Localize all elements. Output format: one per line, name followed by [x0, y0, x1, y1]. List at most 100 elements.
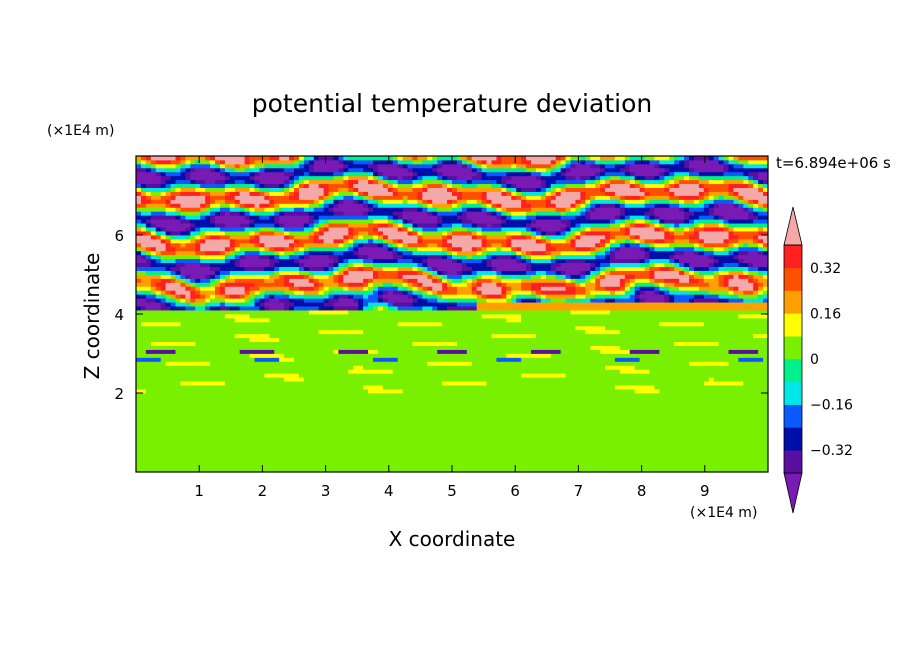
- field-cell: [664, 238, 675, 244]
- field-cell: [249, 290, 255, 295]
- field-cell: [136, 424, 768, 429]
- field-cell: [412, 294, 418, 299]
- field-cell: [565, 187, 601, 192]
- field-cell: [145, 159, 152, 165]
- colorbar-band: [784, 267, 802, 291]
- field-cell: [600, 163, 606, 169]
- field-cell: [323, 290, 329, 295]
- field-cell: [545, 195, 552, 200]
- field-cell: [215, 219, 250, 224]
- colorbar-over-arrow: [783, 206, 803, 246]
- field-cell: [654, 262, 665, 267]
- field-cell: [629, 183, 636, 188]
- field-cell: [269, 215, 275, 220]
- field-cell: [437, 278, 443, 283]
- field-cell: [516, 191, 522, 196]
- field-cell: [239, 207, 246, 212]
- field-cell: [155, 246, 167, 252]
- field-cell: [402, 215, 438, 220]
- field-cell: [279, 258, 295, 264]
- field-cell: [407, 294, 413, 299]
- field-cell: [664, 278, 680, 283]
- field-cell: [377, 274, 399, 279]
- field-cell: [239, 349, 275, 354]
- field-cell: [318, 223, 325, 228]
- field-cell: [753, 235, 759, 240]
- field-cell: [481, 231, 507, 236]
- field-cell: [496, 266, 527, 271]
- field-cell: [496, 215, 502, 220]
- field-cell: [476, 183, 492, 188]
- field-cell: [323, 219, 329, 224]
- field-cell: [170, 294, 176, 299]
- field-cell: [501, 175, 512, 181]
- field-cell: [373, 282, 384, 287]
- field-cell: [382, 298, 389, 303]
- field-cell: [136, 254, 142, 260]
- field-cell: [703, 207, 710, 212]
- field-cell: [590, 345, 621, 350]
- field-cell: [565, 156, 571, 161]
- field-cell: [501, 274, 512, 279]
- field-cell: [387, 219, 394, 224]
- field-cell: [550, 353, 768, 358]
- field-cell: [244, 156, 250, 161]
- field-cell: [708, 191, 729, 196]
- field-cell: [481, 159, 487, 165]
- field-cell: [427, 258, 453, 264]
- field-cell: [407, 163, 433, 169]
- field-cell: [308, 183, 320, 188]
- field-cell: [358, 302, 364, 307]
- field-cell: [323, 191, 329, 196]
- field-cell: [461, 262, 468, 267]
- field-cell: [368, 163, 379, 169]
- field-cell: [373, 203, 379, 208]
- field-cell: [437, 223, 443, 228]
- field-cell: [580, 207, 586, 212]
- field-cell: [269, 258, 280, 264]
- field-cell: [595, 250, 601, 256]
- field-cell: [274, 262, 300, 267]
- field-cell: [442, 215, 458, 220]
- field-cell: [560, 231, 566, 236]
- field-cell: [185, 242, 196, 248]
- field-cell: [654, 242, 670, 248]
- field-cell: [723, 262, 739, 267]
- field-cell: [412, 262, 418, 267]
- field-cell: [748, 270, 759, 275]
- field-cell: [165, 242, 171, 248]
- field-cell: [708, 254, 715, 260]
- field-cell: [308, 274, 315, 279]
- field-cell: [619, 215, 626, 220]
- field-cell: [234, 187, 250, 192]
- field-cell: [175, 302, 186, 307]
- field-cell: [708, 282, 720, 287]
- field-cell: [298, 286, 315, 291]
- field-cell: [279, 215, 310, 220]
- field-cell: [308, 163, 315, 169]
- field-cell: [368, 171, 374, 177]
- field-cell: [703, 246, 715, 252]
- field-cell: [674, 282, 710, 287]
- field-cell: [669, 203, 680, 208]
- field-cell: [219, 290, 226, 295]
- field-cell: [343, 278, 364, 283]
- field-cell: [308, 215, 315, 220]
- field-cell: [373, 274, 379, 279]
- field-cell: [698, 238, 705, 244]
- field-cell: [392, 290, 404, 295]
- field-cell: [303, 262, 329, 267]
- field-cell: [461, 270, 473, 275]
- field-cell: [545, 270, 557, 275]
- field-cell: [308, 171, 334, 177]
- field-cell: [180, 156, 186, 161]
- field-cell: [629, 238, 636, 244]
- field-cell: [693, 242, 700, 248]
- colorbar-band: [784, 404, 802, 428]
- field-cell: [422, 282, 443, 287]
- field-cell: [718, 270, 729, 275]
- field-cell: [358, 266, 364, 271]
- field-cell: [249, 187, 255, 192]
- field-cell: [447, 282, 453, 287]
- field-cell: [402, 227, 408, 232]
